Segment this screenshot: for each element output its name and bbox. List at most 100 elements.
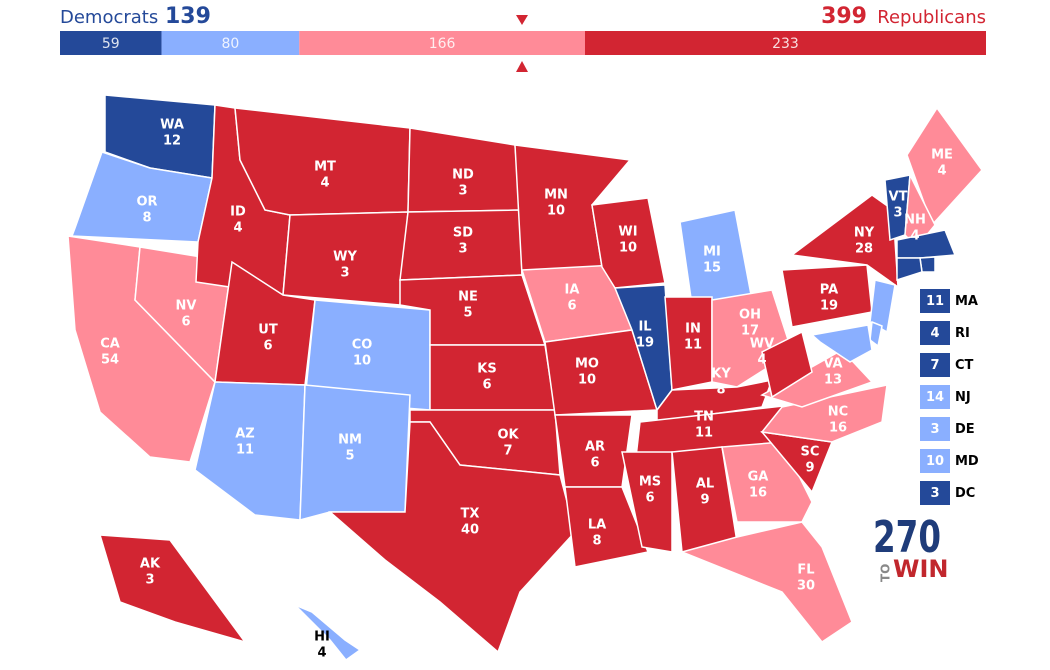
state-votes: 28	[855, 242, 873, 257]
small-state-votes: 7	[930, 358, 939, 373]
bar-segment	[161, 31, 300, 55]
state-abbr: MI	[703, 245, 721, 260]
small-state-box	[920, 449, 950, 473]
state-votes: 4	[910, 229, 919, 244]
state	[896, 229, 957, 259]
state	[294, 604, 362, 662]
small-state-abbr: CT	[955, 358, 974, 373]
state-votes: 6	[482, 378, 491, 393]
bar-label: 233	[772, 36, 799, 52]
bar-segment	[584, 31, 986, 55]
state-votes: 4	[317, 646, 326, 661]
state	[591, 197, 666, 289]
state-votes: 4	[320, 176, 329, 191]
state-abbr: NE	[458, 290, 478, 305]
state-abbr: OR	[136, 195, 157, 210]
midpoint-marker	[516, 15, 528, 25]
state-abbr: IN	[685, 322, 701, 337]
state-abbr: AR	[585, 440, 605, 455]
state-abbr: PA	[820, 283, 838, 298]
state	[896, 257, 923, 282]
state-votes: 10	[353, 354, 371, 369]
state-votes: 13	[824, 373, 842, 388]
small-state-votes: 3	[930, 422, 939, 437]
state-abbr: KS	[477, 362, 496, 377]
state-votes: 11	[684, 338, 702, 353]
state	[760, 349, 874, 408]
state-abbr: OH	[739, 308, 761, 323]
small-state-box	[920, 417, 950, 441]
state	[564, 486, 650, 568]
small-state-abbr: MA	[955, 294, 978, 309]
state-votes: 6	[181, 315, 190, 330]
small-state-votes: 11	[926, 294, 944, 309]
state-abbr: ND	[452, 168, 474, 183]
state-votes: 8	[592, 534, 601, 549]
state-votes: 6	[645, 491, 654, 506]
state-abbr: NY	[854, 226, 875, 241]
state-votes: 6	[263, 339, 272, 354]
state	[98, 534, 247, 644]
state-votes: 8	[142, 211, 151, 226]
small-state-box	[920, 385, 950, 409]
state-abbr: CO	[352, 338, 373, 353]
small-state-votes: 14	[926, 390, 944, 405]
small-state-abbr: MD	[955, 454, 979, 469]
state	[429, 344, 556, 411]
small-state-abbr: RI	[955, 326, 970, 341]
state-votes: 19	[820, 299, 838, 314]
state-votes: 40	[461, 523, 479, 538]
state	[869, 279, 896, 334]
state-abbr: OK	[497, 428, 519, 443]
state-abbr: ME	[931, 148, 953, 163]
state-abbr: WI	[618, 225, 637, 240]
state-votes: 8	[716, 383, 725, 398]
logo-to: TO	[879, 564, 893, 582]
state	[869, 320, 883, 348]
state-votes: 6	[590, 456, 599, 471]
state-votes: 9	[805, 461, 814, 476]
state-votes: 11	[695, 426, 713, 441]
small-state-votes: 4	[930, 326, 939, 341]
state-votes: 12	[163, 134, 181, 149]
state-abbr: NM	[338, 433, 362, 448]
state-votes: 19	[636, 336, 654, 351]
state-abbr: MT	[314, 160, 336, 175]
state-abbr: AL	[696, 477, 714, 492]
state-votes: 16	[829, 421, 847, 436]
state-votes: 54	[101, 353, 119, 368]
midpoint-marker	[516, 61, 528, 72]
state-votes: 10	[578, 373, 596, 388]
bar-label: 59	[102, 36, 120, 52]
logo-win: WIN	[893, 555, 949, 583]
state	[679, 521, 853, 644]
state-votes: 6	[567, 299, 576, 314]
rep-label: Republicans	[877, 7, 986, 28]
state-abbr: HI	[314, 630, 330, 645]
state-abbr: IA	[565, 283, 580, 298]
state-abbr: MN	[544, 188, 568, 203]
bar-segment	[299, 31, 585, 55]
state-votes: 7	[503, 444, 512, 459]
state-votes: 3	[340, 266, 349, 281]
state-abbr: GA	[748, 470, 769, 485]
state-abbr: AZ	[235, 427, 255, 442]
state-abbr: TX	[461, 507, 480, 522]
state-abbr: VT	[889, 190, 908, 205]
state-votes: 4	[757, 353, 766, 368]
state-abbr: IL	[638, 320, 651, 335]
rep-total: 399	[821, 4, 867, 29]
state-abbr: SD	[453, 226, 473, 241]
state	[299, 384, 411, 521]
state-abbr: TN	[694, 410, 714, 425]
state-votes: 10	[547, 204, 565, 219]
state-votes: 11	[236, 443, 254, 458]
bar-segment	[60, 31, 162, 55]
dem-total: 139	[165, 4, 211, 29]
state-abbr: MO	[575, 357, 599, 372]
small-state-box	[920, 321, 950, 345]
state-abbr: WV	[750, 337, 774, 352]
state-votes: 3	[458, 242, 467, 257]
state-abbr: VA	[823, 357, 842, 372]
state	[790, 194, 899, 289]
